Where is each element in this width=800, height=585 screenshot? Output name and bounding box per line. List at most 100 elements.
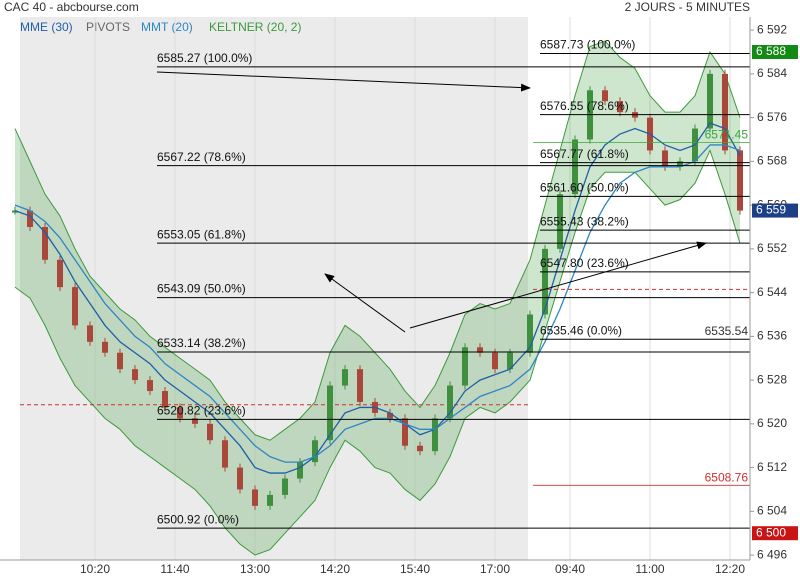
keltner-lower [14, 149, 741, 556]
candle-body [602, 90, 608, 102]
chart-title: CAC 40 - abcbourse.com [4, 0, 139, 14]
moving-average [14, 122, 741, 474]
y-tick-label: 6 528 [757, 372, 787, 386]
arrow [156, 71, 531, 92]
candle-body [117, 352, 123, 370]
candle-body [57, 259, 63, 288]
y-tick-label: 6 552 [757, 241, 787, 255]
keltner-upper [14, 40, 741, 441]
price-badge [752, 203, 798, 218]
price-badge [752, 526, 798, 541]
fib-label: 6535.46 (0.0%) [540, 323, 622, 337]
y-tick-label: 6 568 [757, 154, 787, 168]
candle-body [72, 287, 78, 326]
candle-body [327, 385, 333, 441]
fib-label: 6533.14 (38.2%) [157, 336, 246, 350]
price-badge-label: 6 500 [756, 525, 786, 539]
legend-entry: MMT (20) [141, 20, 193, 34]
price-badge-label: 6 559 [756, 203, 786, 217]
candle-body [312, 440, 318, 463]
candle-body [42, 226, 48, 260]
candle-body [527, 314, 533, 353]
arrow [324, 273, 406, 333]
candle-body [572, 139, 578, 195]
y-tick-label: 6 496 [757, 547, 787, 561]
x-tick-label: 09:40 [555, 562, 585, 576]
candle-body [387, 412, 393, 419]
price-badge-label: 6 588 [756, 44, 786, 58]
candle-body [192, 418, 198, 424]
fib-label: 6561.60 (50.0%) [540, 181, 629, 195]
candle-body [162, 391, 168, 408]
fib-label: 6553.05 (61.8%) [157, 227, 246, 241]
candle-body [662, 150, 668, 167]
fib-label: 6567.77 (61.8%) [540, 147, 629, 161]
y-tick-label: 6 536 [757, 329, 787, 343]
fib-label: 6500.92 (0.0%) [157, 512, 239, 526]
candle-body [207, 423, 213, 441]
candle-body [617, 101, 623, 113]
candle-body [297, 462, 303, 479]
candle-body [342, 369, 348, 386]
level-label: 6508.76 [705, 470, 749, 484]
x-tick-label: 12:20 [715, 562, 745, 576]
level-label: 6535.54 [705, 324, 749, 338]
candle-body [252, 489, 258, 506]
arrow [409, 241, 707, 329]
level-label: 6571.45 [705, 128, 749, 142]
candle-body [707, 73, 713, 129]
x-tick-label: 11:00 [635, 562, 664, 576]
x-tick-label: 14:20 [320, 562, 350, 576]
candle-body [357, 369, 363, 402]
candle-body [722, 73, 728, 151]
y-tick-label: 6 592 [757, 22, 787, 36]
candle-body [432, 418, 438, 452]
fib-label: 6555.43 (38.2%) [540, 214, 629, 228]
candle-body [462, 347, 468, 386]
y-tick-label: 6 576 [757, 110, 787, 124]
candle-body [417, 445, 423, 452]
fib-label: 6576.55 (78.6%) [540, 99, 629, 113]
fib-label: 6520.82 (23.6%) [157, 404, 246, 418]
candle-body [87, 325, 93, 342]
fib-label: 6547.80 (23.6%) [540, 256, 629, 270]
x-tick-label: 17:00 [480, 562, 510, 576]
candle-body [222, 440, 228, 468]
candle-body [677, 161, 683, 167]
candle-body [147, 380, 153, 392]
candle-body [12, 210, 18, 213]
keltner-band [15, 41, 740, 556]
candle-body [447, 385, 453, 419]
fib-label: 6567.22 (78.6%) [157, 150, 246, 164]
candle-body [132, 369, 138, 381]
y-tick-label: 6 520 [757, 416, 787, 430]
candle-body [542, 248, 548, 315]
y-tick-label: 6 544 [757, 285, 787, 299]
candle-body [492, 352, 498, 370]
fib-label: 6543.09 (50.0%) [157, 282, 246, 296]
y-tick-label: 6 584 [757, 66, 787, 80]
x-tick-label: 11:40 [160, 562, 189, 576]
moving-average [14, 144, 741, 463]
legend: MME (30) PIVOTS MMT (20) KELTNER (20, 2) [20, 20, 301, 34]
x-tick-label: 13:00 [240, 562, 270, 576]
candle-body [282, 478, 288, 495]
candle-body [737, 150, 743, 211]
candle-body [267, 494, 273, 506]
x-tick-label: 15:40 [400, 562, 430, 576]
candle-body [27, 210, 33, 227]
chart-subtitle: 2 JOURS - 5 MINUTES [625, 0, 750, 14]
candle-body [557, 194, 563, 249]
y-tick-label: 6 512 [757, 460, 787, 474]
fib-label: 6587.73 (100.0%) [540, 38, 635, 52]
candle-body [402, 418, 408, 446]
legend-entry: PIVOTS [86, 20, 130, 34]
y-tick-label: 6 504 [757, 504, 787, 518]
candle-body [102, 341, 108, 353]
x-tick-label: 10:20 [80, 562, 110, 576]
candle-body [477, 347, 483, 353]
candle-body [237, 467, 243, 490]
candle-body [177, 407, 183, 419]
candle-body [507, 352, 513, 370]
